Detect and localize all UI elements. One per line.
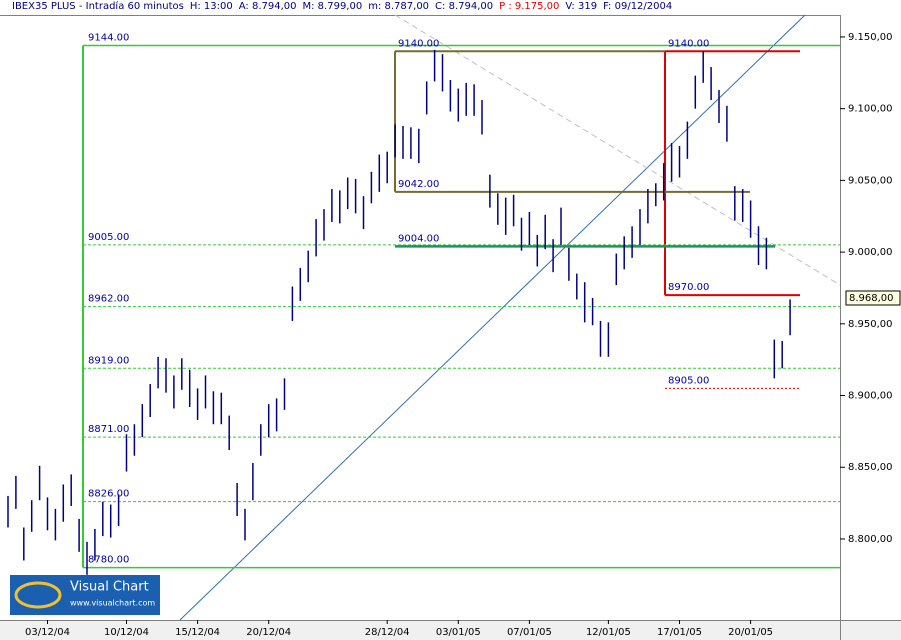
y-tick-label: 9.000,00 <box>848 247 893 258</box>
x-tick-label: 28/12/04 <box>365 627 410 638</box>
y-tick-label: 8.800,00 <box>848 534 893 545</box>
logo-url: www.visualchart.com <box>70 599 155 608</box>
level-label: 9042.00 <box>398 179 439 190</box>
header-bar: IBEX35 PLUS - Intradía 60 minutos H: 13:0… <box>0 0 840 15</box>
level-label: 9140.00 <box>668 38 709 49</box>
x-tick-label: 03/12/04 <box>25 627 70 638</box>
level-label: 9005.00 <box>88 232 129 243</box>
logo: Visual Chart www.visualchart.com <box>10 575 160 615</box>
level-label: 9144.00 <box>88 33 129 44</box>
level-label: 8962.00 <box>88 294 129 305</box>
x-tick-label: 03/01/05 <box>436 627 481 638</box>
level-label: 9140.00 <box>398 38 439 49</box>
level-label: 9004.00 <box>398 233 439 244</box>
level-label: 8970.00 <box>668 282 709 293</box>
header-field: A: 8.794,00 <box>238 1 297 12</box>
header-field: m: 8.787,00 <box>368 1 430 12</box>
level-label: 8905.00 <box>668 375 709 386</box>
last-price-box <box>845 290 901 306</box>
y-tick-label: 8.900,00 <box>848 391 893 402</box>
last-price-label: 8.968,00 <box>849 293 894 304</box>
level-label: 8780.00 <box>88 555 129 566</box>
header-field: V: 319 <box>565 1 598 12</box>
header-field: C: 8.794,00 <box>435 1 494 12</box>
header-field: F: 09/12/2004 <box>603 1 673 12</box>
x-tick-label: 17/01/05 <box>657 627 702 638</box>
logo-icon <box>14 581 62 609</box>
level-label: 8919.00 <box>88 355 129 366</box>
y-tick-label: 9.150,00 <box>848 32 893 43</box>
x-tick-label: 15/12/04 <box>175 627 220 638</box>
header-field: H: 13:00 <box>189 1 233 12</box>
x-tick-label: 20/01/05 <box>728 627 773 638</box>
level-label: 8871.00 <box>88 424 129 435</box>
y-tick-label: 8.850,00 <box>848 462 893 473</box>
logo-title: Visual Chart <box>70 580 149 595</box>
header-field: IBEX35 PLUS - Intradía 60 minutos <box>12 1 184 12</box>
header-field: M: 8.799,00 <box>302 1 363 12</box>
y-tick-label: 8.950,00 <box>848 319 893 330</box>
x-axis-panel <box>0 620 901 640</box>
x-tick-label: 10/12/04 <box>104 627 149 638</box>
header-field: P : 9.175,00 <box>499 1 560 12</box>
y-tick-label: 9.050,00 <box>848 175 893 186</box>
y-tick-label: 9.100,00 <box>848 104 893 115</box>
x-tick-label: 20/12/04 <box>246 627 291 638</box>
trend-line <box>179 14 806 621</box>
level-label: 8826.00 <box>88 489 129 500</box>
x-tick-label: 12/01/05 <box>586 627 631 638</box>
x-tick-label: 07/01/05 <box>507 627 552 638</box>
